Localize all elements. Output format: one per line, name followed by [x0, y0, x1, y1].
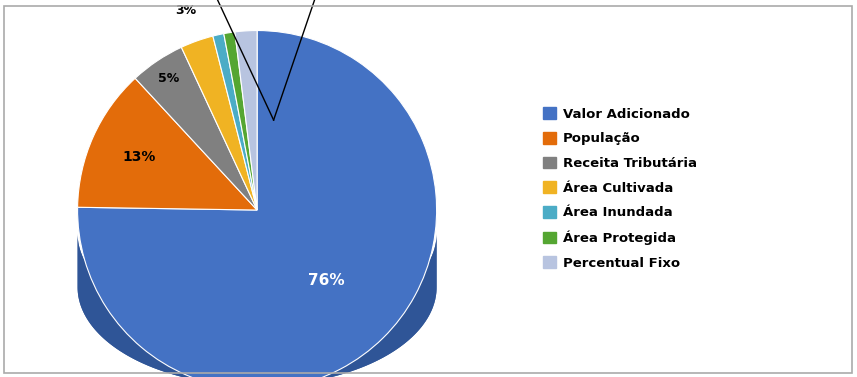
Polygon shape	[127, 302, 131, 358]
Polygon shape	[308, 327, 314, 377]
Wedge shape	[182, 36, 257, 210]
Polygon shape	[353, 315, 358, 371]
Polygon shape	[331, 322, 337, 377]
Polygon shape	[78, 233, 436, 377]
Legend: Valor Adicionado, População, Receita Tributária, Área Cultivada, Área Inundada, : Valor Adicionado, População, Receita Tri…	[537, 102, 702, 275]
Polygon shape	[404, 288, 407, 344]
Polygon shape	[81, 253, 82, 310]
Polygon shape	[195, 326, 201, 377]
Polygon shape	[183, 323, 189, 377]
Polygon shape	[301, 328, 308, 377]
Polygon shape	[115, 294, 118, 350]
Polygon shape	[118, 296, 123, 353]
Wedge shape	[78, 31, 436, 377]
Polygon shape	[392, 296, 396, 352]
Text: 13%: 13%	[123, 150, 156, 164]
Polygon shape	[276, 331, 283, 377]
Polygon shape	[358, 313, 364, 369]
Polygon shape	[189, 325, 195, 377]
Polygon shape	[424, 266, 427, 323]
Polygon shape	[101, 282, 104, 339]
Polygon shape	[90, 269, 93, 326]
Polygon shape	[232, 331, 238, 377]
Text: 5%: 5%	[159, 72, 180, 85]
Polygon shape	[131, 304, 136, 360]
Polygon shape	[104, 285, 107, 342]
Polygon shape	[82, 256, 84, 313]
Polygon shape	[207, 328, 213, 377]
Wedge shape	[135, 47, 257, 210]
Polygon shape	[320, 325, 326, 377]
Polygon shape	[270, 331, 276, 377]
Polygon shape	[111, 291, 115, 347]
Wedge shape	[213, 34, 257, 210]
Polygon shape	[238, 332, 245, 377]
Polygon shape	[264, 332, 270, 377]
Polygon shape	[166, 319, 172, 374]
Polygon shape	[414, 279, 417, 336]
Polygon shape	[245, 332, 251, 377]
Polygon shape	[79, 246, 80, 303]
Polygon shape	[219, 330, 226, 377]
Polygon shape	[295, 329, 301, 377]
Polygon shape	[364, 311, 369, 367]
Polygon shape	[374, 306, 379, 362]
Polygon shape	[419, 272, 423, 329]
Polygon shape	[432, 252, 434, 310]
Polygon shape	[146, 311, 151, 367]
Polygon shape	[84, 259, 86, 317]
Polygon shape	[251, 332, 257, 377]
Polygon shape	[178, 322, 183, 377]
Text: 3%: 3%	[176, 4, 196, 17]
Polygon shape	[136, 307, 141, 362]
Polygon shape	[314, 326, 320, 377]
Polygon shape	[151, 313, 156, 369]
Polygon shape	[348, 317, 353, 372]
Polygon shape	[257, 332, 264, 377]
Text: 76%: 76%	[308, 273, 345, 288]
Polygon shape	[383, 301, 387, 358]
Polygon shape	[86, 263, 87, 320]
Polygon shape	[407, 285, 411, 342]
Polygon shape	[172, 320, 178, 376]
Polygon shape	[434, 245, 435, 303]
Polygon shape	[283, 331, 289, 377]
Polygon shape	[93, 273, 95, 329]
Polygon shape	[369, 308, 374, 365]
Wedge shape	[224, 32, 257, 210]
Polygon shape	[289, 330, 295, 377]
Polygon shape	[326, 323, 331, 377]
Polygon shape	[213, 329, 219, 377]
Polygon shape	[427, 262, 428, 320]
Polygon shape	[98, 279, 101, 336]
Polygon shape	[428, 259, 430, 316]
Wedge shape	[78, 78, 257, 210]
Polygon shape	[226, 331, 232, 377]
Polygon shape	[417, 276, 419, 333]
Polygon shape	[107, 288, 111, 345]
Polygon shape	[80, 249, 81, 307]
Polygon shape	[343, 319, 348, 374]
Polygon shape	[430, 256, 432, 313]
Polygon shape	[95, 276, 98, 333]
Polygon shape	[161, 317, 166, 372]
Polygon shape	[337, 320, 343, 376]
Polygon shape	[400, 291, 404, 347]
Polygon shape	[411, 282, 414, 339]
Polygon shape	[396, 293, 400, 350]
Polygon shape	[379, 304, 383, 360]
Polygon shape	[87, 266, 90, 323]
Polygon shape	[423, 269, 424, 326]
Polygon shape	[123, 299, 127, 355]
Wedge shape	[235, 31, 257, 210]
Polygon shape	[387, 299, 392, 355]
Polygon shape	[201, 327, 207, 377]
Polygon shape	[141, 309, 146, 365]
Polygon shape	[156, 315, 161, 371]
